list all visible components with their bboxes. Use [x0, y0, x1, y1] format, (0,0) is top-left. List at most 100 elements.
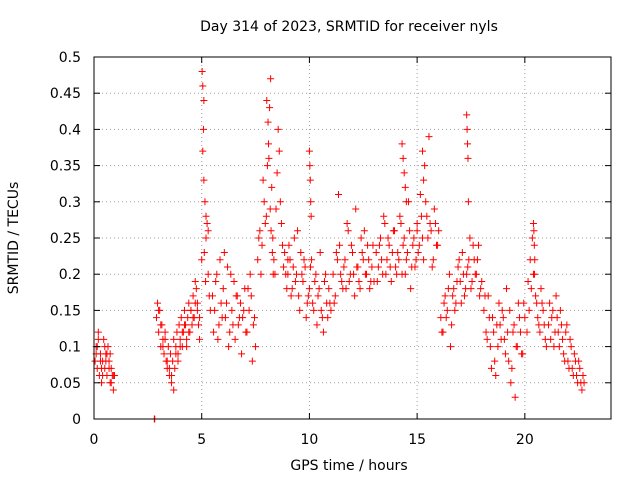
data-point: [188, 321, 196, 329]
data-point: [157, 321, 165, 329]
data-point: [295, 292, 303, 300]
data-point: [308, 256, 316, 264]
data-point: [505, 357, 513, 365]
data-point: [291, 277, 299, 285]
data-point: [387, 277, 395, 285]
data-point: [549, 306, 557, 314]
data-point: [180, 321, 188, 329]
data-point: [306, 176, 314, 184]
data-point: [574, 379, 582, 387]
data-point: [409, 241, 417, 249]
data-point: [231, 335, 239, 343]
data-point: [300, 256, 308, 264]
data-point: [287, 292, 295, 300]
data-point: [263, 96, 271, 104]
data-point: [531, 256, 539, 264]
data-point: [398, 140, 406, 148]
data-point: [334, 191, 342, 199]
data-point: [266, 205, 274, 213]
data-point: [275, 147, 283, 155]
data-point: [170, 335, 178, 343]
data-point: [289, 263, 297, 271]
data-point: [407, 285, 415, 293]
data-point: [472, 270, 480, 278]
data-point: [422, 198, 430, 206]
data-point: [548, 314, 556, 322]
data-point: [278, 241, 286, 249]
data-point: [306, 162, 314, 170]
data-point: [386, 263, 394, 271]
data-point: [286, 256, 294, 264]
data-point: [416, 191, 424, 199]
data-point: [441, 292, 449, 300]
data-point: [454, 263, 462, 271]
data-point: [240, 306, 248, 314]
x-tick-label: 0: [90, 432, 99, 448]
data-point: [288, 285, 296, 293]
data-point: [267, 75, 275, 83]
data-point: [338, 277, 346, 285]
data-point: [357, 234, 365, 242]
data-point: [265, 154, 273, 162]
data-point: [374, 263, 382, 271]
data-point: [552, 292, 560, 300]
data-point: [270, 256, 278, 264]
data-point: [235, 314, 243, 322]
y-tick-label: 0.15: [50, 303, 81, 319]
data-point: [224, 263, 232, 271]
data-point: [345, 277, 353, 285]
data-point: [380, 212, 388, 220]
data-point: [431, 220, 439, 228]
data-point: [447, 343, 455, 351]
data-point: [515, 314, 523, 322]
data-point: [273, 169, 281, 177]
data-point: [260, 198, 268, 206]
data-point: [464, 154, 472, 162]
data-point: [463, 111, 471, 119]
data-point: [461, 292, 469, 300]
x-tick-labels: 0 5 10 15 20: [90, 432, 534, 448]
x-tick-label: 20: [516, 432, 534, 448]
data-point: [222, 299, 230, 307]
data-point: [459, 270, 467, 278]
y-tick-label: 0.25: [50, 231, 81, 247]
data-point: [506, 306, 514, 314]
data-point: [258, 241, 266, 249]
data-point: [337, 270, 345, 278]
data-point: [423, 212, 431, 220]
data-point: [563, 321, 571, 329]
data-point: [339, 285, 347, 293]
data-point: [400, 234, 408, 242]
data-point: [199, 82, 207, 90]
data-point: [161, 335, 169, 343]
axis-ticks: [93, 56, 611, 420]
data-point: [477, 285, 485, 293]
data-point: [481, 292, 489, 300]
data-point: [201, 198, 209, 206]
data-point: [284, 270, 292, 278]
data-point: [382, 270, 390, 278]
data-point: [325, 285, 333, 293]
data-point: [259, 176, 267, 184]
data-point: [306, 263, 314, 271]
data-point: [444, 285, 452, 293]
data-point: [457, 299, 465, 307]
data-point: [298, 270, 306, 278]
data-point: [509, 328, 517, 336]
data-point: [373, 277, 381, 285]
data-point: [302, 314, 310, 322]
data-point: [185, 328, 193, 336]
data-point: [315, 285, 323, 293]
data-point: [562, 328, 570, 336]
data-point: [281, 248, 289, 256]
data-point: [277, 220, 285, 228]
data-point: [233, 292, 241, 300]
data-point: [449, 292, 457, 300]
data-point: [523, 328, 531, 336]
data-point: [419, 234, 427, 242]
data-point: [214, 335, 222, 343]
data-point: [327, 306, 335, 314]
data-point: [429, 256, 437, 264]
data-point: [358, 248, 366, 256]
data-point: [307, 198, 315, 206]
